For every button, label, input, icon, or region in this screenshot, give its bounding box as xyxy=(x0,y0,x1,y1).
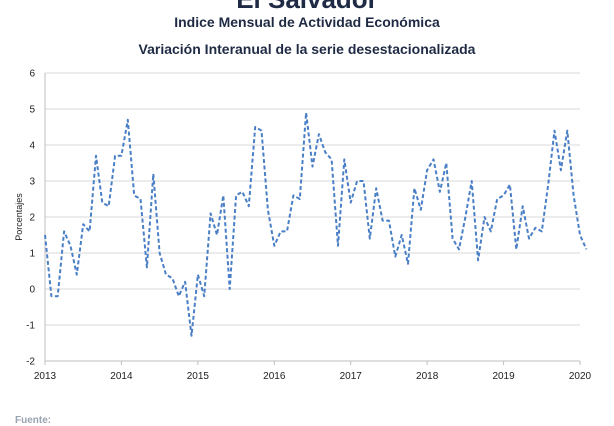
y-axis-label: Porcentajes xyxy=(14,193,24,241)
x-tick-label: 2019 xyxy=(492,371,515,382)
x-tick-label: 2020 xyxy=(569,371,592,382)
y-tick-label: 6 xyxy=(29,69,35,80)
x-tick-label: 2015 xyxy=(187,371,210,382)
chart-title: Indice Mensual de Actividad Económica xyxy=(174,14,440,30)
x-tick-label: 2014 xyxy=(110,371,133,382)
source-label: Fuente: xyxy=(15,415,52,426)
y-tick-label: -2 xyxy=(26,357,35,368)
y-tick-label: 3 xyxy=(29,177,35,188)
y-tick-label: 1 xyxy=(29,249,35,260)
chart-title-country: El Salvador xyxy=(0,0,614,15)
y-tick-label: 4 xyxy=(29,141,35,152)
y-tick-label: -1 xyxy=(26,321,35,332)
x-tick-label: 2018 xyxy=(416,371,439,382)
y-tick-label: 0 xyxy=(29,285,35,296)
y-tick-label: 5 xyxy=(29,105,35,116)
x-tick-label: 2016 xyxy=(263,371,286,382)
x-tick-label: 2017 xyxy=(340,371,363,382)
series-line xyxy=(44,111,588,337)
chart-subtitle: Variación Interanual de la serie desesta… xyxy=(138,41,476,57)
y-tick-label: 2 xyxy=(29,213,35,224)
x-tick-label: 2013 xyxy=(34,371,57,382)
